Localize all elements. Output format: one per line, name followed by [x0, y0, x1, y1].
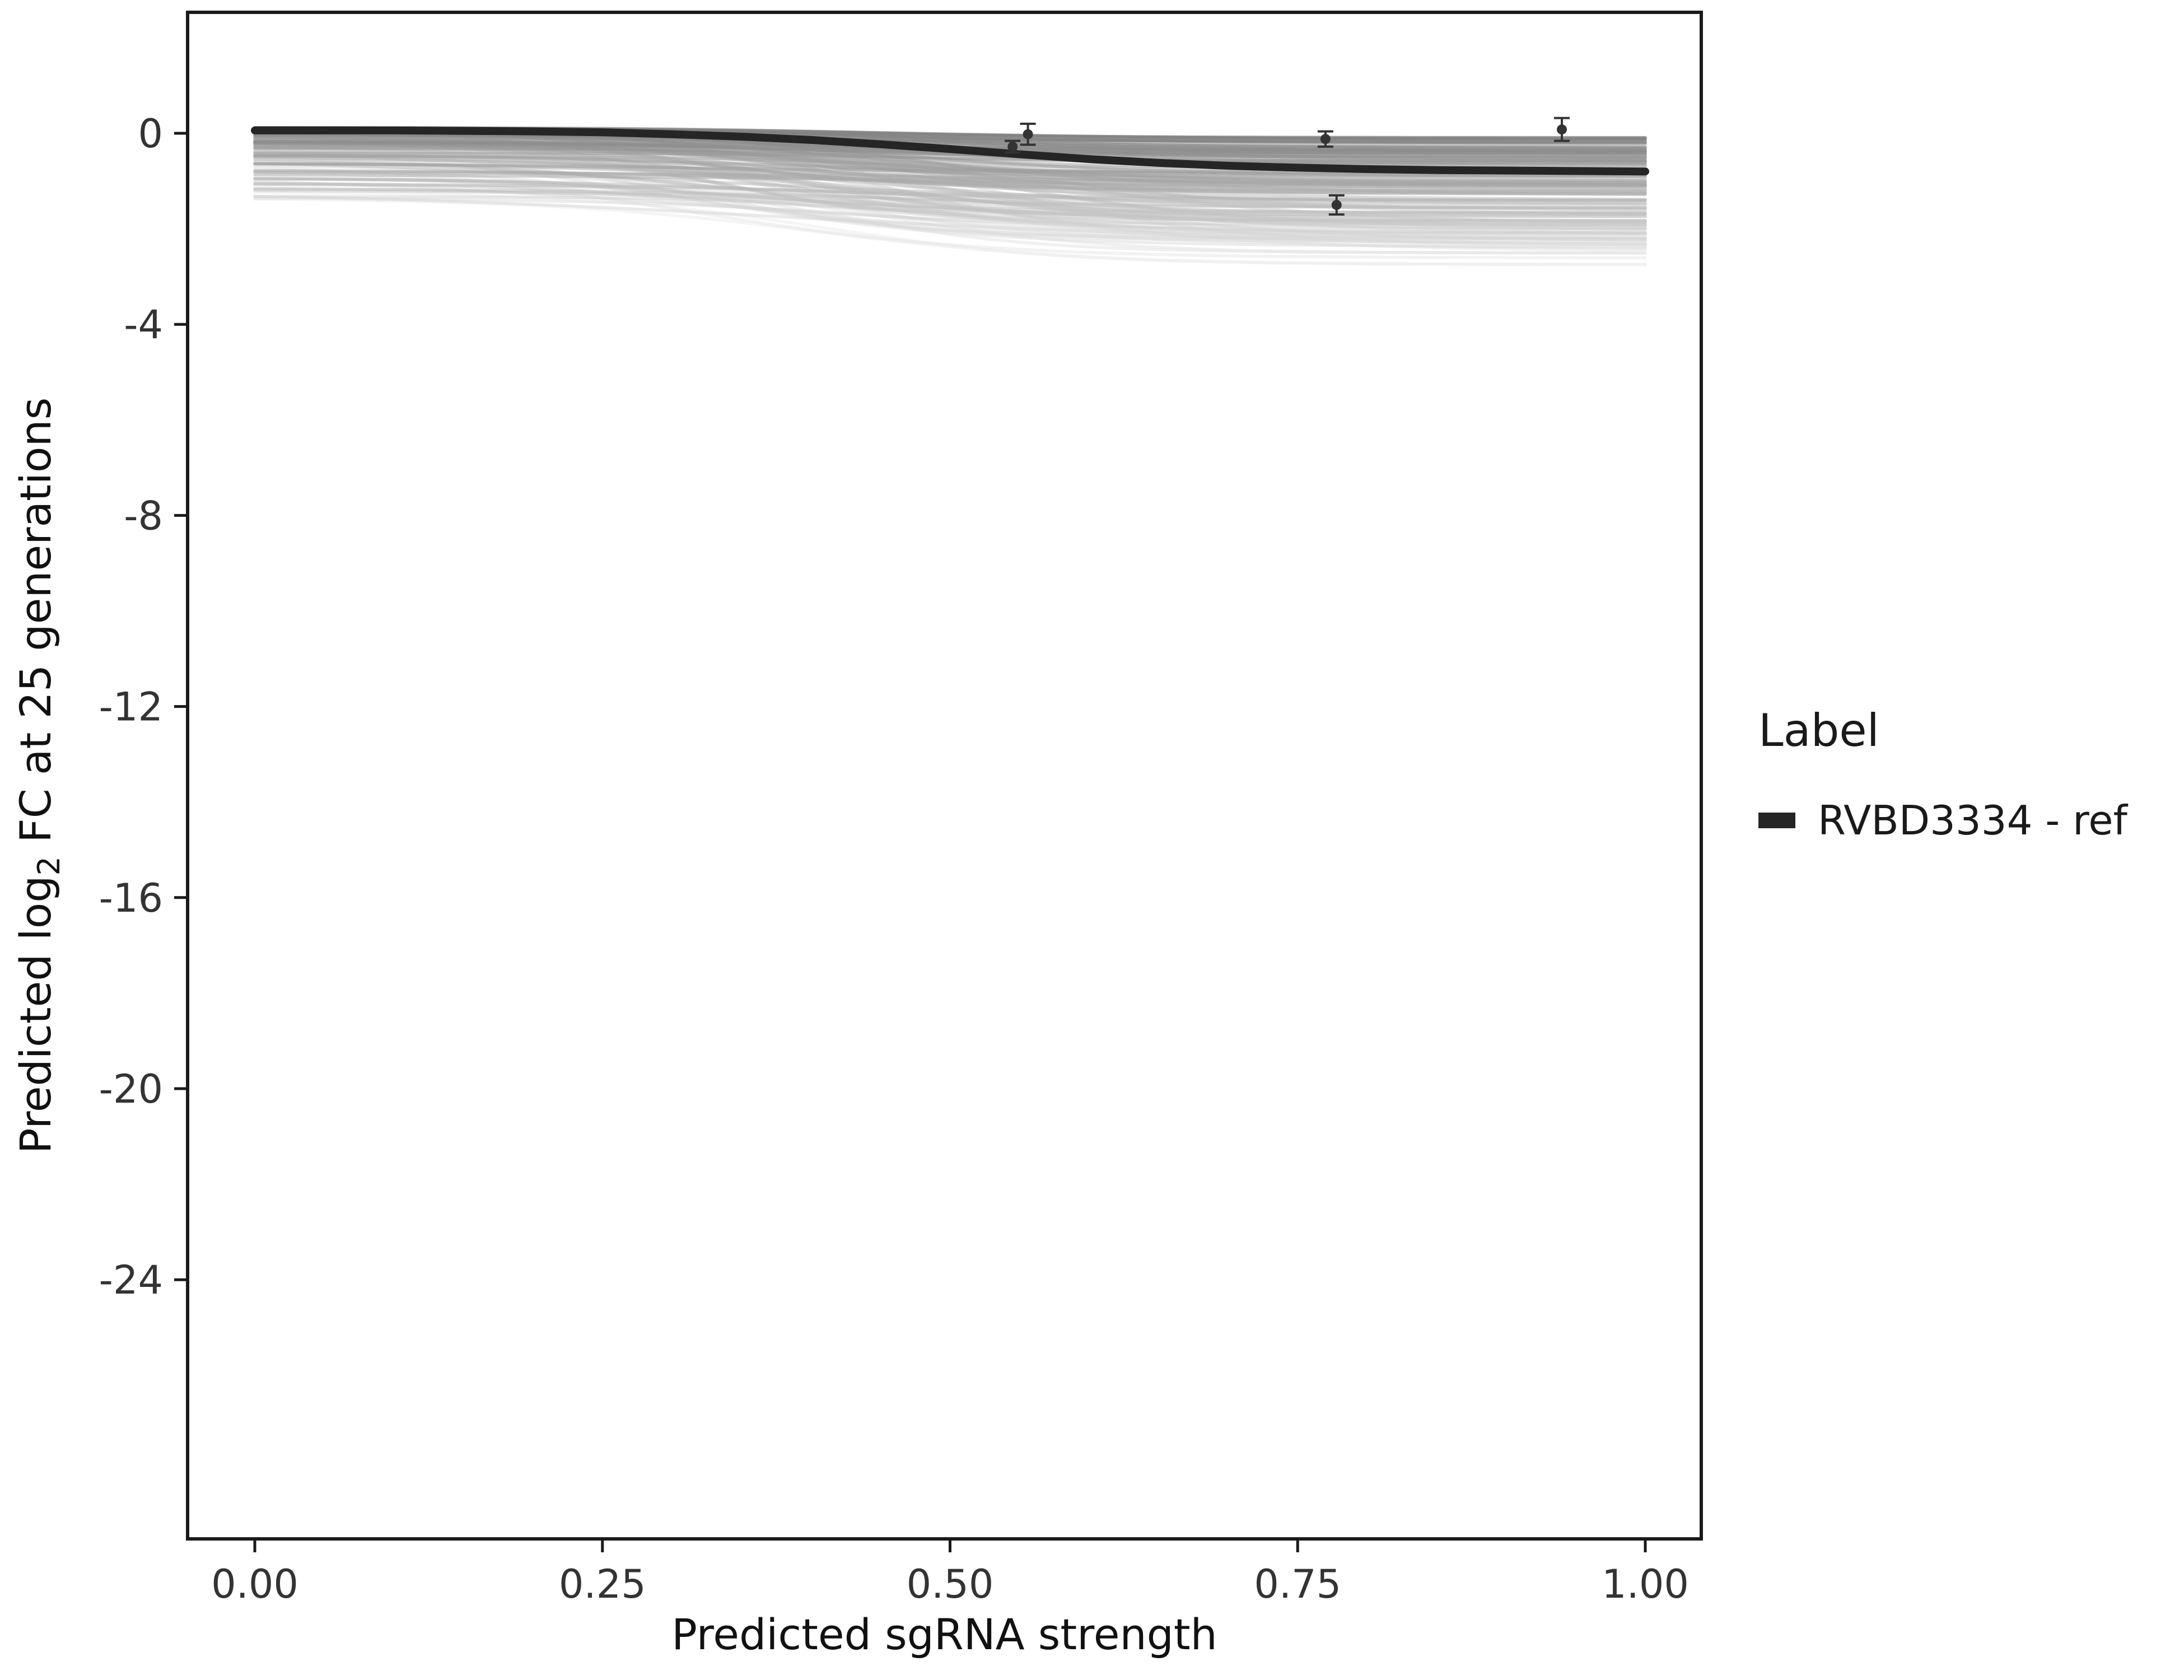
y-tick-label: 0 — [138, 111, 163, 157]
y-tick-label: -24 — [99, 1257, 163, 1303]
x-tick-label: 0.50 — [907, 1561, 994, 1607]
y-axis-title: Predicted log2 FC at 25 generations — [11, 398, 67, 1154]
x-axis-title: Predicted sgRNA strength — [671, 1609, 1217, 1659]
y-tick-label: -8 — [124, 493, 163, 539]
legend-item-label: RVBD3334 - ref — [1818, 797, 2127, 844]
y-tick-label: -12 — [99, 684, 163, 730]
y-tick-label: -16 — [99, 875, 163, 921]
panel-border — [186, 11, 1703, 1541]
x-tick-label: 1.00 — [1602, 1561, 1689, 1607]
y-tick-label: -4 — [124, 302, 163, 348]
legend-item: RVBD3334 - ref — [1758, 797, 2127, 844]
x-tick-label: 0.75 — [1254, 1561, 1341, 1607]
x-axis: 0.00 0.25 0.50 0.75 1.00 — [211, 1539, 1689, 1607]
legend: Label RVBD3334 - ref — [1758, 704, 2127, 844]
legend-key-swatch — [1758, 813, 1795, 828]
y-axis: 0 -4 -8 -12 -16 -20 -24 — [99, 111, 188, 1303]
x-tick-label: 0.25 — [559, 1561, 646, 1607]
y-tick-label: -20 — [99, 1066, 163, 1112]
legend-title: Label — [1758, 704, 1879, 757]
x-tick-label: 0.00 — [211, 1561, 298, 1607]
ref-curve — [251, 126, 1649, 176]
data-points — [1005, 116, 1570, 216]
